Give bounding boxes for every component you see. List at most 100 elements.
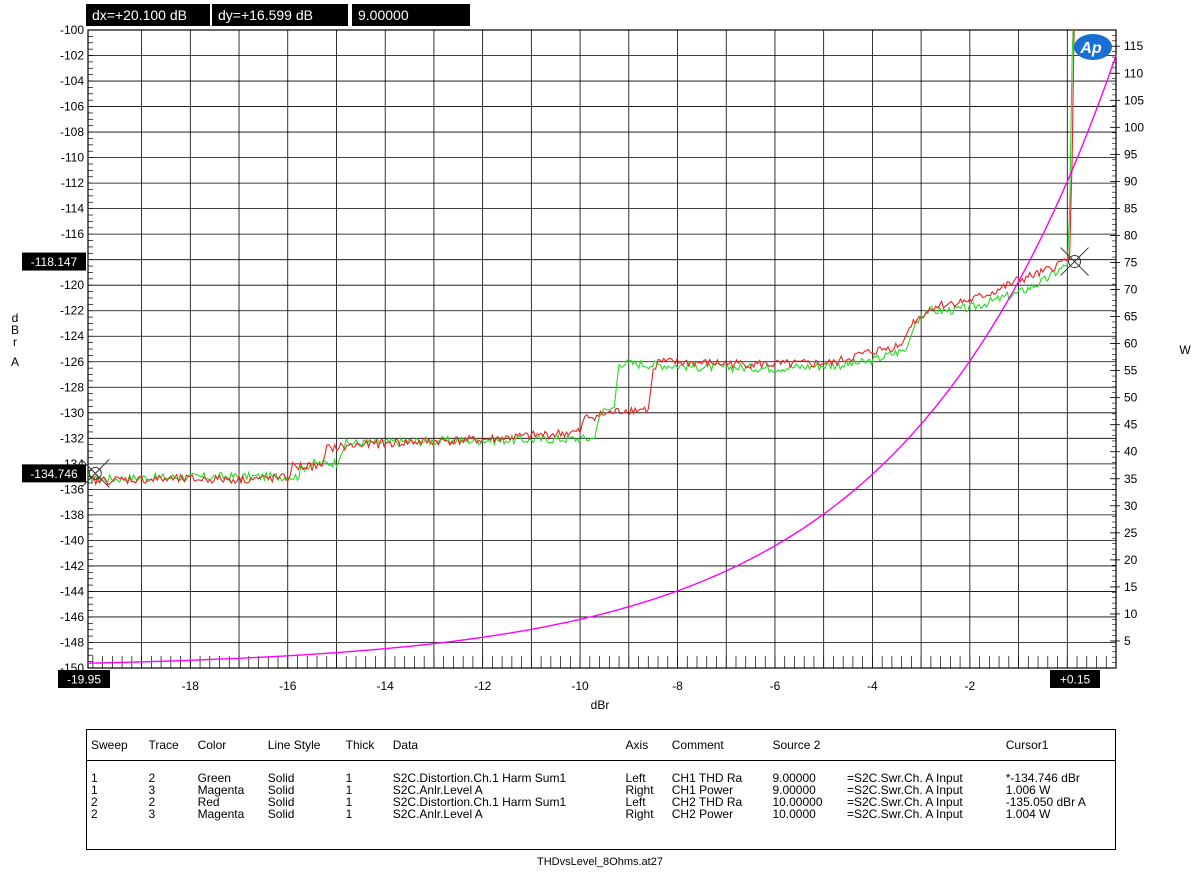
legend-header-comment: Comment	[667, 729, 769, 761]
legend-cell: CH2 Power	[671, 807, 734, 821]
legend-cell: 1.006 W	[1005, 783, 1051, 797]
y-left-tick-label: -108	[60, 125, 84, 139]
y-right-tick-label: 110	[1124, 66, 1143, 80]
y-left-tick-label: -138	[60, 508, 84, 522]
legend-cell: 1	[345, 771, 353, 785]
legend-cell: Magenta	[197, 783, 245, 797]
x-tick-label: -6	[770, 679, 781, 693]
y-right-tick-label: 40	[1124, 445, 1138, 459]
ap-logo: Ap	[1074, 34, 1112, 60]
y-left-tick-label: -112	[61, 176, 84, 190]
y-left-tick-label: -102	[60, 49, 84, 63]
y-right-tick-label: 100	[1124, 120, 1144, 134]
ap-logo-ellipse	[1074, 34, 1112, 60]
y-right-tick-label: 70	[1124, 283, 1138, 297]
ap-logo-text: Ap	[1079, 40, 1102, 57]
legend-cell: =S2C.Swr.Ch. A Input	[846, 771, 963, 785]
trace-magenta-power	[88, 55, 1117, 664]
y-left-tick-label: -120	[60, 278, 84, 292]
badge-cursor2-y-bg	[22, 252, 86, 271]
legend-header-sweep: Sweep	[86, 729, 145, 761]
badge-cursor1-x-bg	[58, 670, 110, 688]
y-right-tick-label: 95	[1124, 147, 1138, 161]
legend-cell: 1	[345, 795, 353, 809]
y-left-tick-label: -148	[60, 635, 84, 649]
legend-header-row: Sweep Trace Color Line Style Thick Data …	[86, 729, 1116, 761]
legend-cell: Solid	[267, 795, 295, 809]
legend-header-trace: Trace	[144, 729, 194, 761]
y-left-tick-label: -126	[60, 355, 84, 369]
cursor2-marker-ring	[1068, 255, 1082, 269]
legend-cell: Green	[197, 771, 231, 785]
legend-cell: Right	[625, 807, 654, 821]
legend-cell: Left	[625, 771, 646, 785]
y-left-tick-label: -146	[60, 610, 84, 624]
y-left-tick-label: -136	[60, 482, 84, 496]
y-right-tick-label: 60	[1124, 337, 1138, 351]
y-right-tick-label: 45	[1124, 418, 1138, 432]
trace-red-thd	[87, 29, 1075, 487]
x-tick-label: -8	[672, 679, 683, 693]
cursor-dy-readout: dy=+16.599 dB	[212, 4, 348, 26]
y-left-tick-label: -110	[61, 151, 84, 165]
legend-row: 1 2 Green Solid 1 S2C.Distortion.Ch.1 Harm Su…	[87, 761, 1116, 785]
legend-cell: 1.004 W	[1005, 807, 1051, 821]
y-right-tick-label: 55	[1124, 364, 1138, 378]
y-right-tick-label: 35	[1124, 472, 1138, 486]
file-name: THDvsLevel_8Ohms.at27	[537, 856, 663, 868]
legend-cell: Red	[197, 795, 220, 809]
legend-header-cursor1: Cursor1	[1001, 729, 1116, 761]
y-left-tick-label: -100	[60, 23, 84, 37]
y-right-tick-label: 25	[1124, 526, 1138, 540]
legend-cell: 10.0000	[772, 807, 816, 821]
legend-cell: 1	[91, 771, 98, 785]
thd-vs-level-chart: -100 -102 -104 -106 -108 -110 -112 -114 -116 -118…	[22, 23, 1144, 693]
legend-cell: -135.050 dBr A	[1005, 795, 1086, 809]
chart-traces	[87, 29, 1117, 664]
y-right-tick-label: 105	[1124, 93, 1144, 107]
plot-frame	[87, 29, 1117, 669]
legend-cell: 1	[345, 807, 353, 821]
legend-cell: 2	[148, 795, 156, 809]
y-right-tick-label: 90	[1124, 174, 1138, 188]
legend-header-thick: Thick	[341, 729, 389, 761]
badge-cursor1-x: -19.95	[67, 673, 101, 687]
legend-cell: Magenta	[197, 807, 245, 821]
legend-cell: =S2C.Swr.Ch. A Input	[846, 807, 963, 821]
y-right-tick-label: 115	[1124, 39, 1143, 53]
cursor-dx-readout: dx=+20.100 dB	[86, 4, 210, 26]
legend-row: 2 2 Red Solid 1 S2C.Distortion.Ch.1 Harm Sum1…	[87, 796, 1116, 808]
y-left-tick-label: -140	[60, 533, 84, 547]
legend-cell: =S2C.Swr.Ch. A Input	[846, 795, 963, 809]
y-left-tick-label: -130	[60, 406, 84, 420]
badge-cursor1-y: -134.746	[30, 467, 78, 481]
x-tick-label: -10	[571, 679, 589, 693]
cursor1-marker-line-b	[80, 459, 110, 488]
badge-cursor2-y: -118.147	[31, 255, 78, 269]
y-right-tick-label: 10	[1124, 607, 1138, 621]
y-axis-right-label: W	[1179, 343, 1191, 357]
cursor-badges: -118.147 -134.746 -19.95 +0.15	[22, 252, 1100, 688]
badge-cursor1-y-bg	[22, 464, 86, 483]
badge-cursor2-x-bg	[1050, 670, 1100, 688]
legend-cell: *-134.746 dBr	[1005, 771, 1080, 785]
legend-cell: 9.00000	[772, 783, 816, 797]
legend-cell: 9.00000	[772, 771, 816, 785]
legend-header-line-style: Line Style	[263, 729, 342, 761]
y-right-tick-label: 15	[1124, 580, 1138, 594]
trace-legend-table: Sweep Trace Color Line Style Thick Data …	[86, 729, 1116, 850]
y-left-tick-label: -128	[60, 380, 84, 394]
legend-cell: S2C.Distortion.Ch.1 Harm Sum1	[392, 795, 567, 809]
x-tick-label: -4	[867, 679, 878, 693]
trace-green-thd	[88, 29, 1074, 484]
legend-cell: Solid	[267, 807, 295, 821]
legend-cell: 2	[91, 795, 98, 809]
legend-cell: 10.00000	[772, 795, 823, 809]
y-right-tick-label: 30	[1124, 499, 1138, 513]
cursor-markers[interactable]	[80, 247, 1089, 488]
legend-row: 1 3 Magenta Solid 1 S2C.Anlr.Level A Right CH1 …	[87, 784, 1116, 796]
chart-grid	[87, 29, 1117, 669]
legend-cell: S2C.Distortion.Ch.1 Harm Sum1	[392, 771, 567, 785]
x-tick-label: -14	[377, 679, 395, 693]
